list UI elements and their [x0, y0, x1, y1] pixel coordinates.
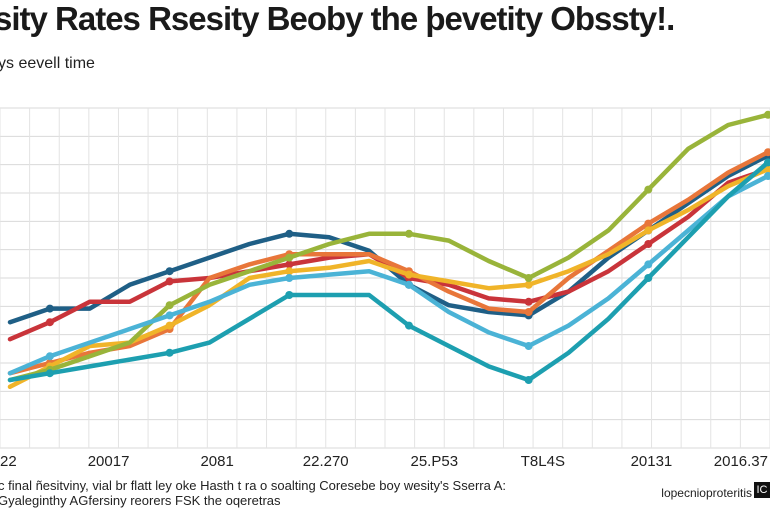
data-point-orange	[644, 219, 653, 228]
x-tick-label: 25.P53	[411, 453, 459, 470]
series-green	[7, 110, 770, 383]
data-point-green	[285, 253, 294, 262]
data-point-teal	[285, 291, 294, 299]
footer-logo: IC	[754, 482, 770, 498]
data-point-green	[524, 274, 533, 282]
data-point-yellow	[644, 226, 653, 235]
data-point-light-blue	[165, 311, 174, 320]
data-point-light-blue	[644, 260, 653, 269]
data-point-navy	[285, 229, 294, 238]
data-point-light-blue	[45, 352, 54, 361]
footer-caption: c final ñesitviny, vial br flatt ley oke…	[0, 478, 507, 508]
data-point-orange	[764, 148, 770, 157]
data-point-teal	[165, 348, 174, 357]
x-tick-label: 2016.37	[714, 453, 768, 470]
data-point-red	[45, 318, 54, 327]
x-tick-label: 22	[0, 453, 17, 470]
series-line-orange	[7, 149, 770, 376]
data-point-green	[644, 185, 653, 194]
data-point-red	[644, 240, 653, 248]
data-point-green	[404, 229, 413, 238]
chart-subtitle: ys eevell time	[0, 55, 95, 72]
series-line-yellow	[7, 166, 770, 390]
data-point-light-blue	[285, 274, 294, 282]
series-light-blue	[7, 172, 770, 376]
data-point-light-blue	[764, 172, 770, 180]
data-point-red	[165, 277, 174, 286]
data-point-yellow	[165, 321, 174, 330]
x-tick-label: T8L4S	[521, 453, 565, 470]
data-point-teal	[524, 376, 533, 384]
series-yellow	[7, 165, 770, 390]
footer-source: lopecnioproteritis	[661, 486, 752, 500]
data-point-green	[165, 301, 174, 310]
data-point-yellow	[404, 270, 413, 279]
data-point-navy	[165, 267, 174, 276]
data-point-orange	[524, 308, 533, 316]
series-line-light-blue	[7, 173, 770, 376]
data-point-navy	[45, 304, 54, 313]
data-point-red	[524, 297, 533, 306]
series-teal	[7, 158, 770, 384]
x-tick-label: 20131	[631, 453, 673, 470]
series-line-teal	[7, 160, 770, 383]
series-layer	[7, 110, 770, 390]
series-line-red	[7, 166, 770, 342]
x-tick-label: 22.270	[303, 453, 349, 470]
data-point-yellow	[285, 267, 294, 276]
x-tick-label: 2081	[200, 453, 233, 470]
data-point-green	[764, 110, 770, 119]
data-point-teal	[644, 274, 653, 282]
data-point-yellow	[524, 280, 533, 289]
data-point-light-blue	[404, 280, 413, 289]
line-chart: 22 20017 2081 22.270 25.P53 T8L4S 20131 2016.37	[0, 107, 770, 470]
data-point-red	[285, 260, 294, 269]
data-point-teal	[45, 369, 54, 378]
x-axis-ticks: 22 20017 2081 22.270 25.P53 T8L4S 20131 2016.37	[0, 453, 768, 470]
series-line-green	[7, 112, 770, 383]
data-point-light-blue	[524, 342, 533, 350]
chart-title: sity Rates Rsesity Beoby the þevetity Ob…	[0, 0, 675, 37]
data-point-teal	[404, 321, 413, 330]
data-point-teal	[764, 158, 770, 167]
x-tick-label: 20017	[88, 453, 130, 470]
